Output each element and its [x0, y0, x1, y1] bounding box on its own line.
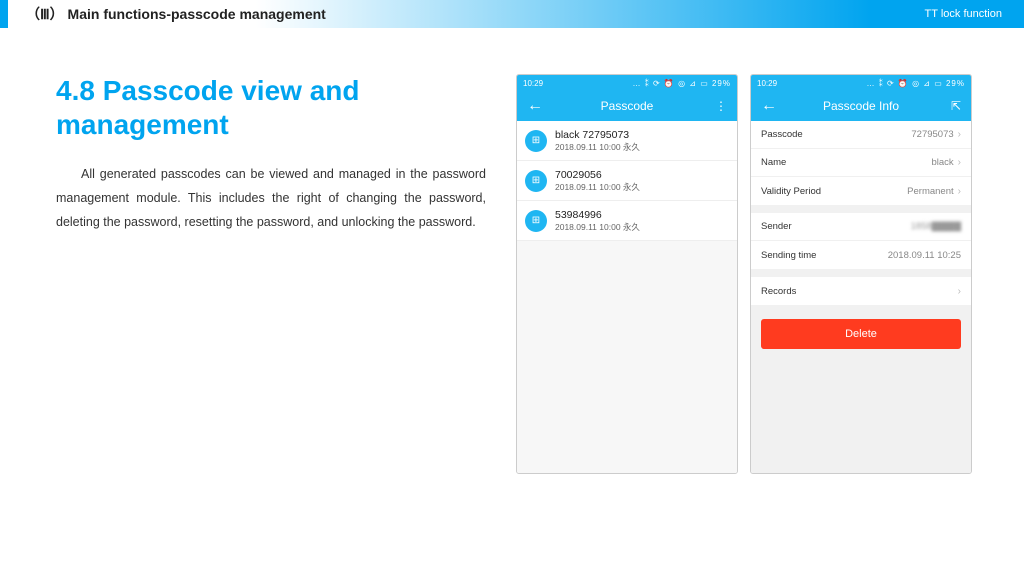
- content-area: 4.8 Passcode view and management All gen…: [0, 28, 1024, 474]
- list-item-title: 70029056: [555, 169, 640, 181]
- key-icon: ⊞: [525, 130, 547, 152]
- share-icon[interactable]: ⇱: [951, 99, 961, 113]
- slide-header: （Ⅲ） Main functions-passcode management T…: [0, 0, 1024, 28]
- info-body: Passcode 72795073 › Name black › Validity …: [751, 121, 971, 473]
- info-group-sender: Sender 1858▇▇▇▇ Sending time 2018.09.11 …: [751, 213, 971, 269]
- status-time: 10:29: [523, 79, 543, 88]
- header-accent-block: [0, 0, 8, 28]
- info-row-name[interactable]: Name black ›: [751, 149, 971, 177]
- status-bar: 10:29 … ⁑ ⟳ ⏰ ◎ ⊿ ▭ 29%: [751, 75, 971, 91]
- status-icons: … ⁑ ⟳ ⏰ ◎ ⊿ ▭ 29%: [867, 79, 965, 88]
- info-row-sender: Sender 1858▇▇▇▇: [751, 213, 971, 241]
- list-item-sub: 2018.09.11 10:00 永久: [555, 141, 640, 153]
- status-time: 10:29: [757, 79, 777, 88]
- info-row-records[interactable]: Records ›: [751, 277, 971, 305]
- info-label: Sending time: [761, 250, 816, 261]
- info-group-main: Passcode 72795073 › Name black › Validity …: [751, 121, 971, 205]
- gap: [751, 269, 971, 277]
- info-value: 1858▇▇▇▇: [911, 221, 961, 232]
- list-item-title: 53984996: [555, 209, 640, 221]
- info-row-validity[interactable]: Validity Period Permanent ›: [751, 177, 971, 205]
- list-item-sub: 2018.09.11 10:00 永久: [555, 181, 640, 193]
- back-icon[interactable]: ←: [527, 98, 543, 114]
- info-value: black: [931, 157, 953, 168]
- list-item[interactable]: ⊞ black 72795073 2018.09.11 10:00 永久: [517, 121, 737, 161]
- info-label: Name: [761, 157, 786, 168]
- info-value: 72795073: [911, 129, 953, 140]
- back-icon[interactable]: ←: [761, 98, 777, 114]
- app-bar: ← Passcode ⋮: [517, 91, 737, 121]
- page-title: 4.8 Passcode view and management: [56, 74, 486, 141]
- chevron-right-icon: ›: [958, 129, 961, 140]
- header-left: （Ⅲ） Main functions-passcode management: [8, 4, 326, 24]
- info-label: Records: [761, 286, 796, 297]
- chevron-right-icon: ›: [958, 157, 961, 168]
- section-number: （Ⅲ）: [26, 6, 64, 22]
- chevron-right-icon: ›: [958, 286, 961, 297]
- header-right-label: TT lock function: [925, 8, 1002, 20]
- passcode-list: ⊞ black 72795073 2018.09.11 10:00 永久 ⊞ 7…: [517, 121, 737, 473]
- phone-passcode-info: 10:29 … ⁑ ⟳ ⏰ ◎ ⊿ ▭ 29% ← Passcode Info …: [750, 74, 972, 474]
- info-label: Sender: [761, 221, 792, 232]
- appbar-title: Passcode Info: [823, 99, 899, 113]
- text-column: 4.8 Passcode view and management All gen…: [56, 74, 486, 474]
- delete-button[interactable]: Delete: [761, 319, 961, 349]
- key-icon: ⊞: [525, 210, 547, 232]
- info-value: 2018.09.11 10:25: [888, 250, 961, 261]
- phone-screenshots: 10:29 … ⁑ ⟳ ⏰ ◎ ⊿ ▭ 29% ← Passcode ⋮ ⊞ b…: [516, 74, 972, 474]
- status-bar: 10:29 … ⁑ ⟳ ⏰ ◎ ⊿ ▭ 29%: [517, 75, 737, 91]
- info-row-sending-time: Sending time 2018.09.11 10:25: [751, 241, 971, 269]
- info-row-passcode[interactable]: Passcode 72795073 ›: [751, 121, 971, 149]
- section-title: Main functions-passcode management: [68, 6, 326, 22]
- info-label: Passcode: [761, 129, 803, 140]
- info-label: Validity Period: [761, 186, 821, 197]
- list-item-sub: 2018.09.11 10:00 永久: [555, 221, 640, 233]
- appbar-title: Passcode: [601, 99, 654, 113]
- app-bar: ← Passcode Info ⇱: [751, 91, 971, 121]
- info-group-records: Records ›: [751, 277, 971, 305]
- list-item-title: black 72795073: [555, 129, 640, 141]
- status-icons: … ⁑ ⟳ ⏰ ◎ ⊿ ▭ 29%: [633, 79, 731, 88]
- list-item[interactable]: ⊞ 53984996 2018.09.11 10:00 永久: [517, 201, 737, 241]
- body-paragraph: All generated passcodes can be viewed an…: [56, 163, 486, 234]
- key-icon: ⊞: [525, 170, 547, 192]
- gap: [751, 205, 971, 213]
- menu-icon[interactable]: ⋮: [715, 99, 727, 113]
- phone-passcode-list: 10:29 … ⁑ ⟳ ⏰ ◎ ⊿ ▭ 29% ← Passcode ⋮ ⊞ b…: [516, 74, 738, 474]
- list-item[interactable]: ⊞ 70029056 2018.09.11 10:00 永久: [517, 161, 737, 201]
- info-value: Permanent: [907, 186, 953, 197]
- chevron-right-icon: ›: [958, 186, 961, 197]
